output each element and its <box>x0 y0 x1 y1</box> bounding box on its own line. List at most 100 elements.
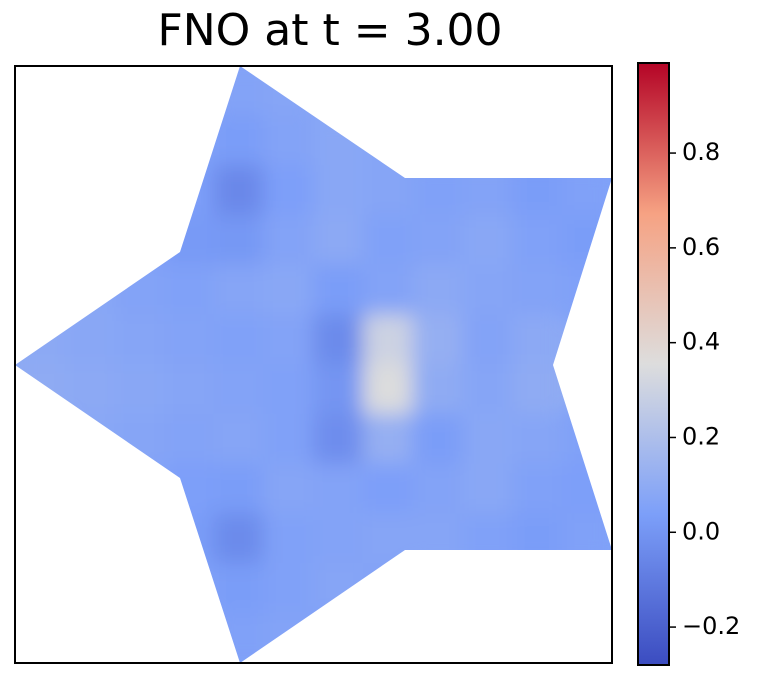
cell <box>263 364 314 415</box>
cell <box>114 214 165 266</box>
colorbar-tick-label: −0.2 <box>682 612 740 640</box>
cell <box>213 463 265 515</box>
cell <box>313 463 364 515</box>
cell <box>462 314 513 365</box>
cell <box>512 364 563 415</box>
cell <box>313 264 364 316</box>
cells <box>15 66 612 663</box>
cell <box>561 165 612 216</box>
cell <box>362 165 414 216</box>
cell <box>213 264 265 316</box>
cell <box>462 513 513 564</box>
cell <box>561 264 612 316</box>
cell <box>163 413 215 465</box>
cell <box>15 364 66 415</box>
cell <box>213 165 265 216</box>
cell <box>362 413 414 465</box>
cell <box>213 115 265 166</box>
cell <box>561 513 612 564</box>
field <box>15 66 612 663</box>
cell <box>412 364 464 415</box>
cell <box>163 314 215 365</box>
cell <box>263 66 314 117</box>
cell <box>213 563 265 614</box>
cell <box>561 214 612 266</box>
cell <box>163 264 215 316</box>
cell <box>163 513 215 564</box>
colorbar-tick-label: 0.0 <box>682 517 720 545</box>
cell <box>114 463 165 515</box>
cell <box>213 513 265 564</box>
cell <box>114 264 165 316</box>
cell <box>512 165 563 216</box>
cell <box>64 264 115 316</box>
cell <box>462 165 513 216</box>
cell <box>313 314 364 365</box>
cell <box>362 214 414 266</box>
cell <box>412 314 464 365</box>
plot-frame <box>14 65 613 664</box>
cell <box>213 214 265 266</box>
cell <box>213 364 265 415</box>
cell <box>263 612 314 663</box>
cell <box>462 264 513 316</box>
cell <box>263 463 314 515</box>
cell <box>263 264 314 316</box>
cell <box>114 364 165 415</box>
cell <box>263 165 314 216</box>
cell <box>412 264 464 316</box>
cell <box>512 214 563 266</box>
cell <box>163 463 215 515</box>
cell <box>313 364 364 415</box>
cell <box>263 413 314 465</box>
colorbar-tick-label: 0.8 <box>682 138 720 166</box>
colorbar <box>637 62 670 666</box>
cell <box>362 563 414 614</box>
cell <box>313 612 364 663</box>
cell <box>213 314 265 365</box>
cell <box>114 314 165 365</box>
cell <box>163 165 215 216</box>
cell <box>561 463 612 515</box>
cell <box>412 513 464 564</box>
cell <box>163 115 215 166</box>
cell <box>15 314 66 365</box>
cell <box>412 214 464 266</box>
cell <box>163 364 215 415</box>
cell <box>362 314 414 365</box>
cell <box>313 413 364 465</box>
cell <box>213 413 265 465</box>
cell <box>64 314 115 365</box>
cell <box>313 563 364 614</box>
cell <box>362 513 414 564</box>
colorbar-tick-label: 0.6 <box>682 233 720 261</box>
cell <box>462 214 513 266</box>
cell <box>512 513 563 564</box>
cell <box>462 463 513 515</box>
cell <box>512 413 563 465</box>
colorbar-tick-label: 0.4 <box>682 328 720 356</box>
cell <box>362 463 414 515</box>
cell <box>263 214 314 266</box>
chart-title: FNO at t = 3.00 <box>157 5 502 56</box>
cell <box>163 563 215 614</box>
cell <box>313 513 364 564</box>
cell <box>114 413 165 465</box>
cell <box>213 66 265 117</box>
cell <box>313 214 364 266</box>
cell <box>462 413 513 465</box>
cell <box>163 214 215 266</box>
cell <box>512 463 563 515</box>
cell <box>412 413 464 465</box>
colorbar-tick-label: 0.2 <box>682 422 720 450</box>
cell <box>213 612 265 663</box>
cell <box>412 463 464 515</box>
cell <box>263 314 314 365</box>
cell <box>263 115 314 166</box>
cell <box>561 413 612 465</box>
cell <box>64 413 115 465</box>
cell <box>362 364 414 415</box>
cell <box>362 115 414 166</box>
cell <box>263 563 314 614</box>
